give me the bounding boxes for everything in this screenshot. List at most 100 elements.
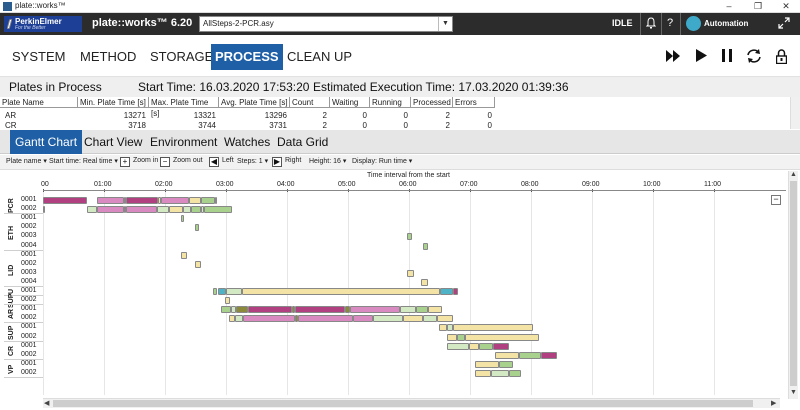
tab-watches[interactable]: Watches [224, 135, 271, 149]
table-cell[interactable]: 13271 [123, 111, 146, 120]
tab-gantt-chart[interactable]: Gantt Chart [10, 130, 83, 154]
gantt-bar[interactable] [509, 369, 521, 377]
gantt-bar[interactable] [475, 369, 491, 377]
gantt-bar[interactable] [350, 306, 400, 314]
menu-process[interactable]: PROCESS [211, 44, 283, 70]
gantt-bar[interactable] [215, 197, 217, 204]
gantt-bar[interactable] [519, 351, 541, 359]
menu-system[interactable]: SYSTEM [12, 49, 66, 64]
left-button[interactable]: Left [222, 157, 234, 164]
gantt-bar[interactable] [169, 206, 183, 214]
zoom-in-button[interactable]: Zoom in [133, 157, 159, 164]
tab-data-grid[interactable]: Data Grid [277, 135, 329, 149]
table-cell[interactable]: 13296 [264, 111, 287, 120]
start-time-dropdown[interactable]: Start time: Real time ▾ [49, 158, 118, 165]
gantt-bar[interactable] [43, 197, 87, 204]
table-cell[interactable]: 0 [487, 111, 492, 120]
scroll-thumb[interactable] [790, 181, 797, 386]
gantt-bar[interactable] [126, 206, 157, 214]
gantt-bar[interactable] [423, 242, 428, 250]
refresh-icon[interactable] [746, 49, 762, 66]
collapse-button[interactable]: − [771, 195, 781, 205]
plate-name-dropdown[interactable]: Plate name ▾ [6, 158, 47, 165]
gantt-bar[interactable] [87, 206, 97, 214]
gantt-bar[interactable] [447, 324, 453, 332]
zoom-in-icon[interactable]: + [120, 157, 130, 167]
chevron-down-icon[interactable]: ▼ [438, 17, 452, 31]
table-cell[interactable]: 3744 [198, 121, 216, 130]
table-cell[interactable]: CR [5, 121, 17, 130]
gantt-bar[interactable] [295, 315, 298, 323]
col-waiting[interactable]: Waiting [330, 97, 370, 108]
gantt-bar[interactable] [181, 215, 184, 223]
gantt-bar[interactable] [242, 288, 440, 295]
gantt-bar[interactable] [295, 306, 345, 314]
close-button[interactable]: ✕ [782, 1, 790, 11]
gantt-bar[interactable] [126, 197, 158, 204]
gantt-bar[interactable] [201, 206, 204, 214]
gantt-bar[interactable] [235, 315, 243, 323]
minimize-button[interactable]: – [726, 1, 732, 11]
steps-dropdown[interactable]: Steps: 1 ▾ [237, 158, 269, 165]
left-arrow-icon[interactable]: ◀ [209, 157, 219, 167]
gantt-bar[interactable] [191, 206, 201, 214]
gantt-bar[interactable] [453, 324, 533, 332]
gantt-horizontal-scrollbar[interactable]: ◀ ▶ [43, 398, 780, 408]
gantt-bar[interactable] [416, 306, 428, 314]
table-cell[interactable]: 2 [322, 111, 327, 120]
table-cell[interactable]: 2 [322, 121, 327, 130]
gantt-bar[interactable] [231, 306, 236, 314]
col-count[interactable]: Count [290, 97, 330, 108]
col-min-time[interactable]: Min. Plate Time [s] [78, 97, 149, 108]
gantt-bar[interactable] [229, 315, 235, 323]
gantt-bar[interactable] [457, 333, 465, 341]
tab-environment[interactable]: Environment [150, 135, 218, 149]
lock-icon[interactable] [775, 49, 788, 67]
table-cell[interactable]: 0 [487, 121, 492, 130]
gantt-bar[interactable] [161, 197, 189, 204]
scroll-thumb[interactable] [53, 400, 753, 407]
gantt-bar[interactable] [421, 278, 428, 286]
right-button[interactable]: Right [285, 157, 302, 164]
file-select[interactable]: AllSteps-2-PCR.asy ▼ [199, 16, 453, 32]
gantt-bar[interactable] [204, 206, 232, 214]
gantt-bar[interactable] [225, 297, 230, 305]
col-processed[interactable]: Processed [411, 97, 453, 108]
right-arrow-icon[interactable]: ▶ [272, 157, 282, 167]
gantt-bar[interactable] [541, 351, 557, 359]
gantt-bar[interactable] [243, 315, 295, 323]
menu-storage[interactable]: STORAGE [150, 49, 214, 64]
gantt-bar[interactable] [447, 342, 469, 350]
gantt-bar[interactable] [236, 306, 248, 314]
table-cell[interactable]: 0 [403, 111, 408, 120]
pause-icon[interactable] [722, 49, 732, 65]
display-dropdown[interactable]: Display: Run time ▾ [352, 158, 413, 165]
gantt-bar[interactable] [428, 306, 442, 314]
height-dropdown[interactable]: Height: 16 ▾ [309, 158, 347, 165]
gantt-bar[interactable] [213, 288, 217, 295]
gantt-bar[interactable] [97, 206, 124, 214]
maximize-button[interactable]: ❐ [753, 1, 763, 11]
table-cell[interactable]: AR [5, 111, 17, 120]
gantt-bar[interactable] [407, 233, 412, 241]
expand-icon[interactable] [778, 17, 790, 32]
menu-method[interactable]: METHOD [80, 49, 137, 64]
gantt-bar[interactable] [189, 197, 201, 204]
scroll-right-icon[interactable]: ▶ [771, 400, 777, 407]
play-icon[interactable] [696, 49, 707, 65]
gantt-bar[interactable] [157, 206, 169, 214]
automation-icon[interactable] [686, 16, 701, 31]
gantt-bar[interactable] [124, 206, 126, 214]
gantt-bar[interactable] [226, 288, 242, 295]
gantt-bar[interactable] [440, 288, 453, 295]
bell-icon[interactable] [645, 17, 657, 32]
table-cell[interactable]: 3731 [269, 121, 287, 130]
gantt-bar[interactable] [181, 251, 187, 259]
gantt-bar[interactable] [373, 315, 403, 323]
fast-forward-icon[interactable] [666, 49, 680, 65]
menu-cleanup[interactable]: CLEAN UP [287, 49, 353, 64]
gantt-bar[interactable] [493, 342, 509, 350]
gantt-bar[interactable] [423, 315, 437, 323]
table-cell[interactable]: 2 [445, 111, 450, 120]
gantt-bar[interactable] [453, 288, 458, 295]
